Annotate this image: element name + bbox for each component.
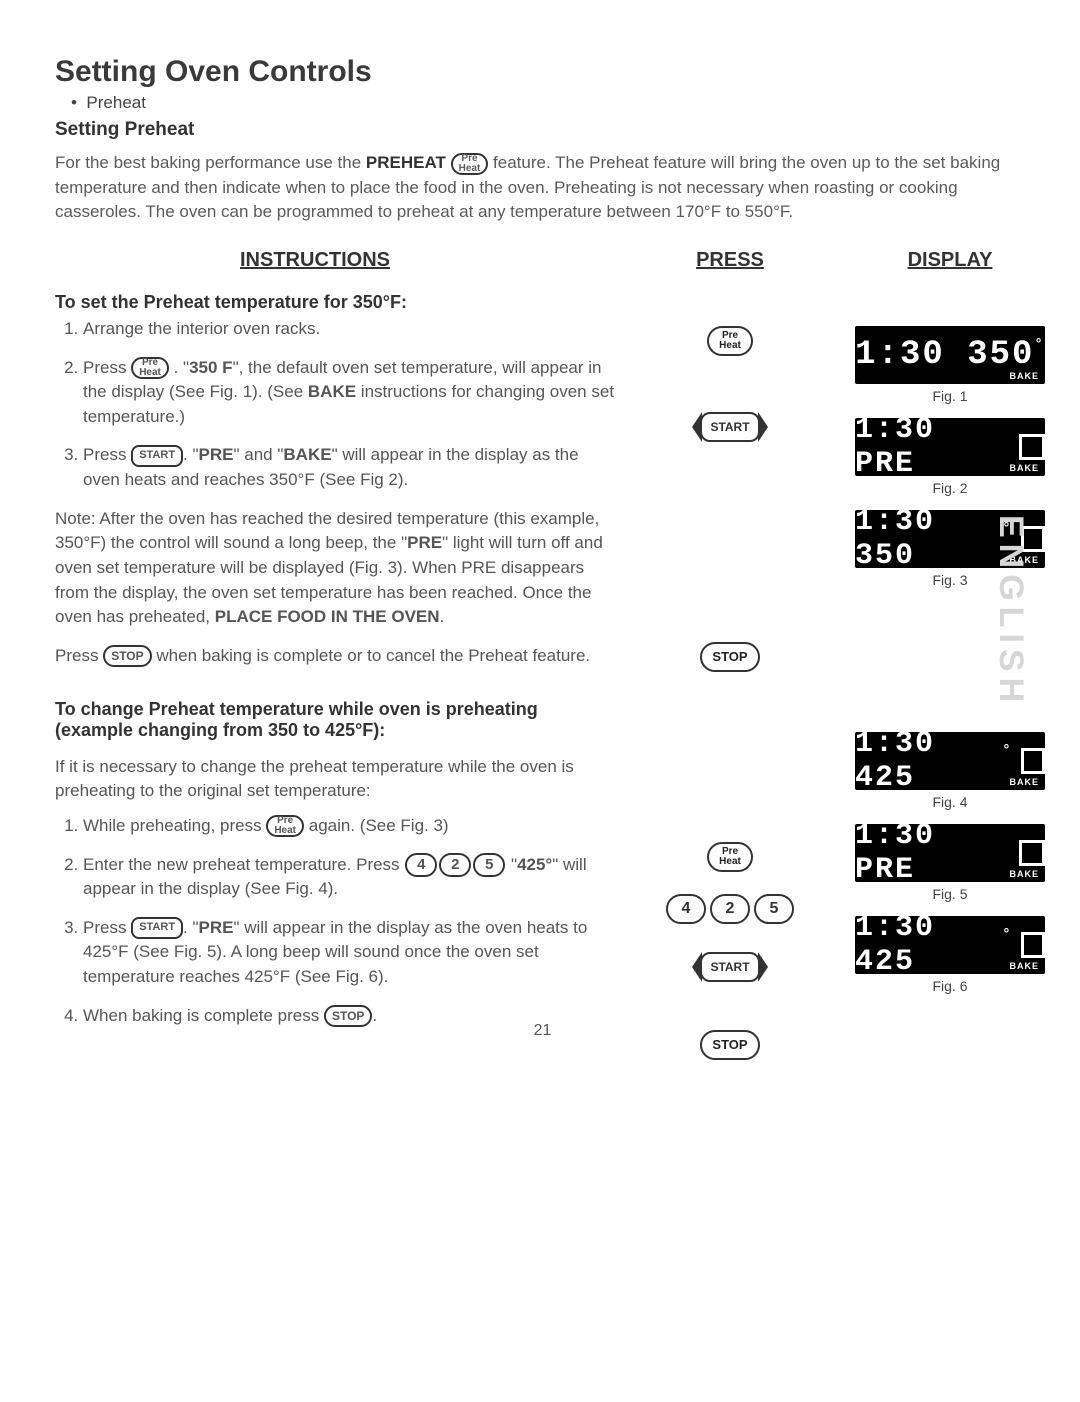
s1-step3: Press START. "PRE" and "BAKE" will appea… bbox=[83, 443, 615, 492]
language-side-label: ENGLISH bbox=[991, 515, 1030, 708]
display-fig5: 1:30 PREBAKE bbox=[855, 824, 1045, 882]
page-number: 21 bbox=[534, 1022, 552, 1040]
section1-stop: Press STOP when baking is complete or to… bbox=[55, 644, 615, 669]
preheat-button[interactable]: PreHeat bbox=[707, 326, 753, 356]
display-fig4: 1:30 425°BAKE bbox=[855, 732, 1045, 790]
start-icon-inline: START bbox=[131, 445, 183, 467]
section1-heading: To set the Preheat temperature for 350°F… bbox=[55, 292, 615, 313]
s2-step1: While preheating, press PreHeat again. (… bbox=[83, 814, 615, 839]
display-fig1: 1:30 350°BAKE bbox=[855, 326, 1045, 384]
intro-paragraph: For the best baking performance use the … bbox=[55, 151, 1030, 225]
preheat-icon: PreHeat bbox=[451, 153, 489, 175]
content-grid: INSTRUCTIONS PRESS DISPLAY To set the Pr… bbox=[55, 249, 1030, 1060]
page-title: Setting Oven Controls bbox=[55, 55, 1030, 89]
s2-step3: Press START. "PRE" will appear in the di… bbox=[83, 916, 615, 990]
fig3-cap: Fig. 3 bbox=[932, 572, 967, 588]
fig4-cap: Fig. 4 bbox=[932, 794, 967, 810]
num2-button[interactable]: 2 bbox=[710, 894, 750, 924]
num4-button[interactable]: 4 bbox=[666, 894, 706, 924]
press-col: PreHeat START STOP PreHeat 4 2 5 START S… bbox=[615, 286, 845, 1060]
s2-step2: Enter the new preheat temperature. Press… bbox=[83, 853, 615, 902]
box-icon bbox=[1019, 840, 1045, 866]
start-button-2[interactable]: START bbox=[700, 952, 760, 982]
col-instructions-head: INSTRUCTIONS bbox=[15, 249, 615, 272]
col-display-head: DISPLAY bbox=[845, 249, 1055, 272]
fig2-cap: Fig. 2 bbox=[932, 480, 967, 496]
section-subtitle: Setting Preheat bbox=[55, 119, 1030, 141]
section2-heading: To change Preheat temperature while oven… bbox=[55, 699, 615, 741]
section2-steps: While preheating, press PreHeat again. (… bbox=[55, 814, 615, 1028]
display-fig2: 1:30 PREBAKE bbox=[855, 418, 1045, 476]
num-row: 4 2 5 bbox=[666, 894, 794, 924]
num5-button[interactable]: 5 bbox=[754, 894, 794, 924]
manual-page: Setting Oven Controls • Preheat Setting … bbox=[55, 55, 1030, 1060]
stop-button-2[interactable]: STOP bbox=[700, 1030, 759, 1060]
bullet-preheat: • Preheat bbox=[71, 93, 1030, 113]
intro-p1: For the best baking performance use the bbox=[55, 153, 366, 172]
s1-step1: Arrange the interior oven racks. bbox=[83, 317, 615, 342]
start-icon-inline2: START bbox=[131, 917, 183, 939]
section1-steps: Arrange the interior oven racks. Press P… bbox=[55, 317, 615, 493]
section2-intro: If it is necessary to change the preheat… bbox=[55, 755, 615, 804]
preheat-bold: PREHEAT bbox=[366, 153, 446, 172]
stop-icon-inline: STOP bbox=[103, 645, 151, 667]
section1-note: Note: After the oven has reached the des… bbox=[55, 507, 615, 630]
num4-inline: 4 bbox=[405, 853, 437, 877]
fig5-cap: Fig. 5 bbox=[932, 886, 967, 902]
display-fig6: 1:30 425°BAKE bbox=[855, 916, 1045, 974]
s1-step2: Press PreHeat . "350 F", the default ove… bbox=[83, 356, 615, 430]
instructions-col: To set the Preheat temperature for 350°F… bbox=[55, 286, 615, 1060]
preheat-icon-inline2: PreHeat bbox=[266, 815, 304, 837]
stop-icon-inline2: STOP bbox=[324, 1005, 372, 1027]
box-icon bbox=[1021, 932, 1045, 958]
box-icon bbox=[1019, 434, 1045, 460]
bullet-text: Preheat bbox=[86, 93, 146, 112]
preheat-icon-inline: PreHeat bbox=[131, 357, 169, 379]
fig6-cap: Fig. 6 bbox=[932, 978, 967, 994]
fig1-cap: Fig. 1 bbox=[932, 388, 967, 404]
box-icon bbox=[1021, 748, 1045, 774]
preheat-button-2[interactable]: PreHeat bbox=[707, 842, 753, 872]
col-press-head: PRESS bbox=[615, 249, 845, 272]
num2-inline: 2 bbox=[439, 853, 471, 877]
start-button[interactable]: START bbox=[700, 412, 760, 442]
stop-button[interactable]: STOP bbox=[700, 642, 759, 672]
num5-inline: 5 bbox=[473, 853, 505, 877]
